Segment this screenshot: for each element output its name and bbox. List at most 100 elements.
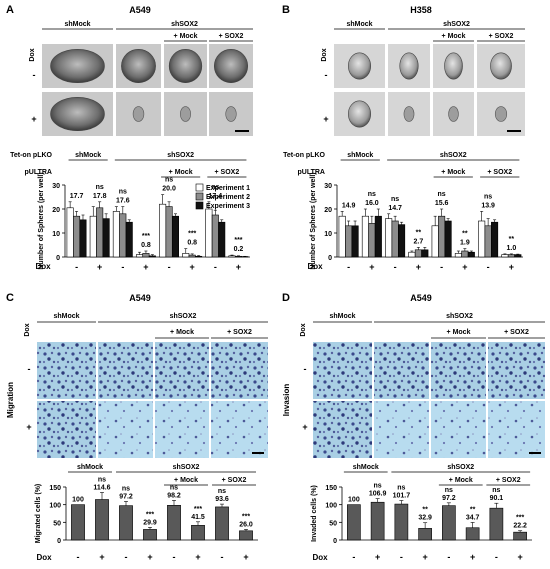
significance-label: ns	[119, 189, 127, 196]
bar	[211, 214, 219, 258]
chart-group-shsox2: shSOX2	[447, 464, 474, 471]
sphere	[347, 52, 372, 80]
bar	[418, 528, 432, 541]
dox-tick-label: -	[400, 552, 403, 562]
transwell-image	[37, 401, 96, 458]
small-sphere	[494, 106, 508, 122]
bar	[96, 207, 104, 258]
chart-group-sox2: + SOX2	[215, 169, 240, 176]
chart-group-shsox2: shSOX2	[440, 152, 467, 159]
bar	[368, 223, 376, 258]
group-header-mock: + Mock	[174, 33, 198, 40]
legend-swatch	[195, 183, 204, 192]
transwell-image	[374, 401, 429, 458]
mean-label: 0.8	[141, 242, 151, 249]
bar	[159, 203, 167, 258]
mean-label: 20.0	[162, 186, 176, 193]
significance-label: ns	[98, 476, 106, 483]
value-label: 98.2	[167, 492, 181, 499]
y-tick-label: 0	[333, 538, 337, 545]
bar	[444, 220, 452, 258]
dox-tick-label: -	[394, 262, 397, 272]
bar	[514, 254, 522, 258]
mean-label: 14.7	[388, 205, 402, 212]
x-axis-label: Dox	[307, 262, 323, 271]
chart-c: shMock shSOX2 + Mock + SOX2 0 50 100 150 Migrate…	[35, 464, 258, 562]
significance-label: ns	[96, 184, 104, 191]
panel-letter: D	[282, 292, 290, 304]
bar	[361, 215, 369, 258]
sphere	[121, 48, 156, 84]
significance-label: ns	[484, 193, 492, 200]
significance-label: ns	[170, 484, 178, 491]
group-header-mock: + Mock	[170, 329, 194, 336]
panel-a: A A549 shMock shSOX2 + Mock + SOX2 Dox - + Tet-on…	[6, 4, 253, 178]
mean-label: 16.0	[365, 200, 379, 207]
significance-label: ns	[122, 485, 130, 492]
transwell-image	[313, 401, 372, 458]
sphere	[168, 48, 203, 84]
chart-group-mock: + Mock	[169, 169, 193, 176]
y-tick-label: 150	[325, 485, 337, 492]
y-tick-label: 100	[325, 503, 337, 510]
x-axis-label: Dox	[35, 262, 51, 271]
value-label: 97.2	[442, 495, 456, 502]
bar	[414, 249, 422, 258]
tet-on-label: Tet-on pLKO	[283, 152, 325, 159]
bar	[467, 251, 475, 258]
chart-group-mock: + Mock	[441, 169, 465, 176]
transwell-image	[488, 342, 545, 399]
bar	[507, 254, 515, 258]
significance-label: ***	[234, 237, 242, 244]
legend-entry: Experiment 1	[206, 185, 250, 192]
bar	[465, 527, 480, 541]
mean-label: 0.8	[187, 240, 197, 247]
value-label: 97.2	[119, 493, 133, 500]
bar	[394, 503, 409, 541]
dox-tick-label: +	[369, 262, 374, 272]
panel-b: B H358 shMock shSOX2 + Mock + SOX2 Dox - + Tet-on…	[282, 4, 525, 178]
mean-label: 14.9	[342, 202, 356, 209]
tet-on-label: Tet-on pLKO	[10, 152, 52, 159]
y-tick-label: 20	[324, 207, 332, 214]
bar	[478, 220, 486, 258]
chart-group-mock: + Mock	[174, 477, 198, 484]
bar	[165, 206, 173, 258]
dox-tick-label: +	[147, 552, 152, 562]
significance-label: ***	[188, 231, 196, 238]
bar	[484, 225, 492, 258]
mean-label: 17.6	[116, 198, 130, 205]
assay-label: Invasion	[282, 384, 291, 417]
value-label: 32.9	[418, 515, 432, 522]
bar	[347, 504, 361, 541]
bar	[398, 224, 406, 258]
bar	[218, 221, 226, 258]
sphere	[347, 100, 372, 128]
group-header-shsox2: shSOX2	[170, 313, 197, 320]
dox-tick-label: +	[422, 552, 427, 562]
y-tick-label: 30	[324, 183, 332, 190]
chart-group-sox2: + SOX2	[222, 477, 247, 484]
row-label-plus: +	[302, 422, 307, 432]
bar	[491, 221, 499, 258]
y-tick-label: 0	[56, 255, 60, 262]
bar	[142, 253, 150, 258]
group-header-sox2: + SOX2	[504, 329, 529, 336]
bar	[143, 529, 157, 541]
panel-letter: A	[6, 4, 14, 16]
mean-label: 1.9	[460, 240, 470, 247]
chart-group-shmock: shMock	[347, 152, 373, 159]
bar	[66, 207, 74, 258]
bar	[95, 499, 109, 541]
significance-label: **	[509, 236, 515, 243]
significance-label: **	[422, 507, 428, 514]
transwell-image	[488, 401, 545, 458]
row-label-minus: -	[325, 70, 328, 80]
significance-label: ns	[368, 191, 376, 198]
x-axis-label: Dox	[36, 553, 52, 562]
cell-line-title: A549	[410, 293, 432, 303]
y-axis-label: Invaded cells (%)	[311, 485, 318, 542]
bar	[112, 211, 120, 258]
bar	[205, 208, 213, 258]
value-label: 106.9	[369, 491, 387, 498]
